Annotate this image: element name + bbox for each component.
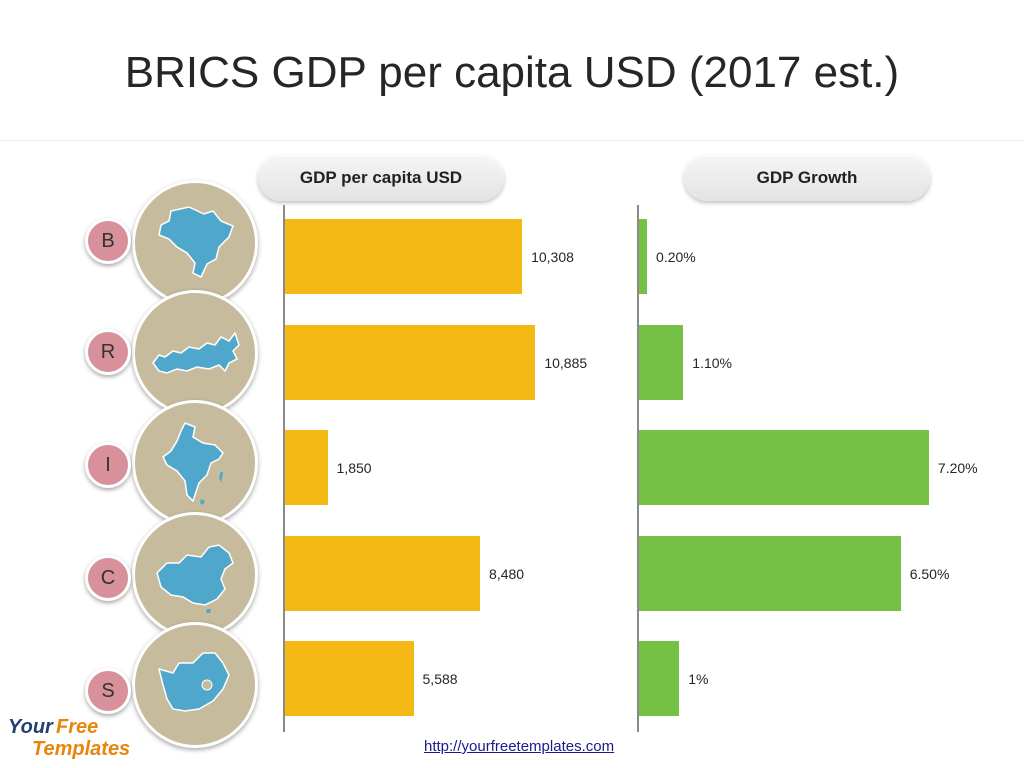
bar-r [285, 325, 536, 400]
bar-value-label: 0.20% [656, 249, 696, 265]
yourfreetemplates-logo: Your Free Templates [6, 716, 146, 764]
china-map-icon [156, 544, 234, 613]
bar-s [285, 641, 414, 716]
logo-free-text: Free [56, 716, 99, 738]
bar-value-label: 6.50% [909, 566, 950, 582]
south-africa-map-icon [157, 652, 230, 712]
bar-c [285, 536, 481, 611]
bar-c [639, 536, 901, 611]
bar-value-label: 8,480 [489, 566, 525, 582]
bar-i [639, 430, 929, 505]
russia-circle [132, 290, 258, 416]
bar-value-label: 10,885 [544, 355, 588, 371]
bar-value-label: 1,850 [336, 460, 372, 476]
gdp-axis-line [283, 205, 285, 732]
gdp-per-capita-header: GDP per capita USD [258, 155, 504, 201]
india-circle [132, 400, 258, 526]
country-letter-badge: B [85, 218, 131, 264]
slide-title: BRICS GDP per capita USD (2017 est.) [124, 48, 900, 97]
brazil-circle [132, 180, 258, 306]
country-letter-badge: R [85, 329, 131, 375]
bar-r [639, 325, 684, 400]
bar-b [639, 219, 648, 294]
india-map-icon [162, 422, 224, 505]
brazil-map-icon [158, 206, 234, 279]
russia-map-icon [152, 331, 240, 374]
bar-b [285, 219, 523, 294]
country-letter-badge: C [85, 555, 131, 601]
country-letter-badge: I [85, 442, 131, 488]
country-letter-badge: S [85, 668, 131, 714]
bar-s [639, 641, 680, 716]
bar-value-label: 1% [688, 671, 709, 687]
bar-value-label: 10,308 [531, 249, 574, 265]
bar-value-label: 7.20% [937, 460, 978, 476]
bar-i [285, 430, 328, 505]
gdp-growth-header: GDP Growth [684, 155, 930, 201]
bar-value-label: 5,588 [422, 671, 458, 687]
logo-your-text: Your [8, 716, 53, 738]
logo-templates-text: Templates [32, 738, 131, 760]
south-africa-circle [132, 622, 258, 748]
footer-link[interactable]: http://yourfreetemplates.com [424, 738, 615, 755]
growth-axis-line [637, 205, 639, 732]
title-divider [0, 140, 1024, 141]
china-circle [132, 512, 258, 638]
bar-value-label: 1.10% [692, 355, 732, 371]
